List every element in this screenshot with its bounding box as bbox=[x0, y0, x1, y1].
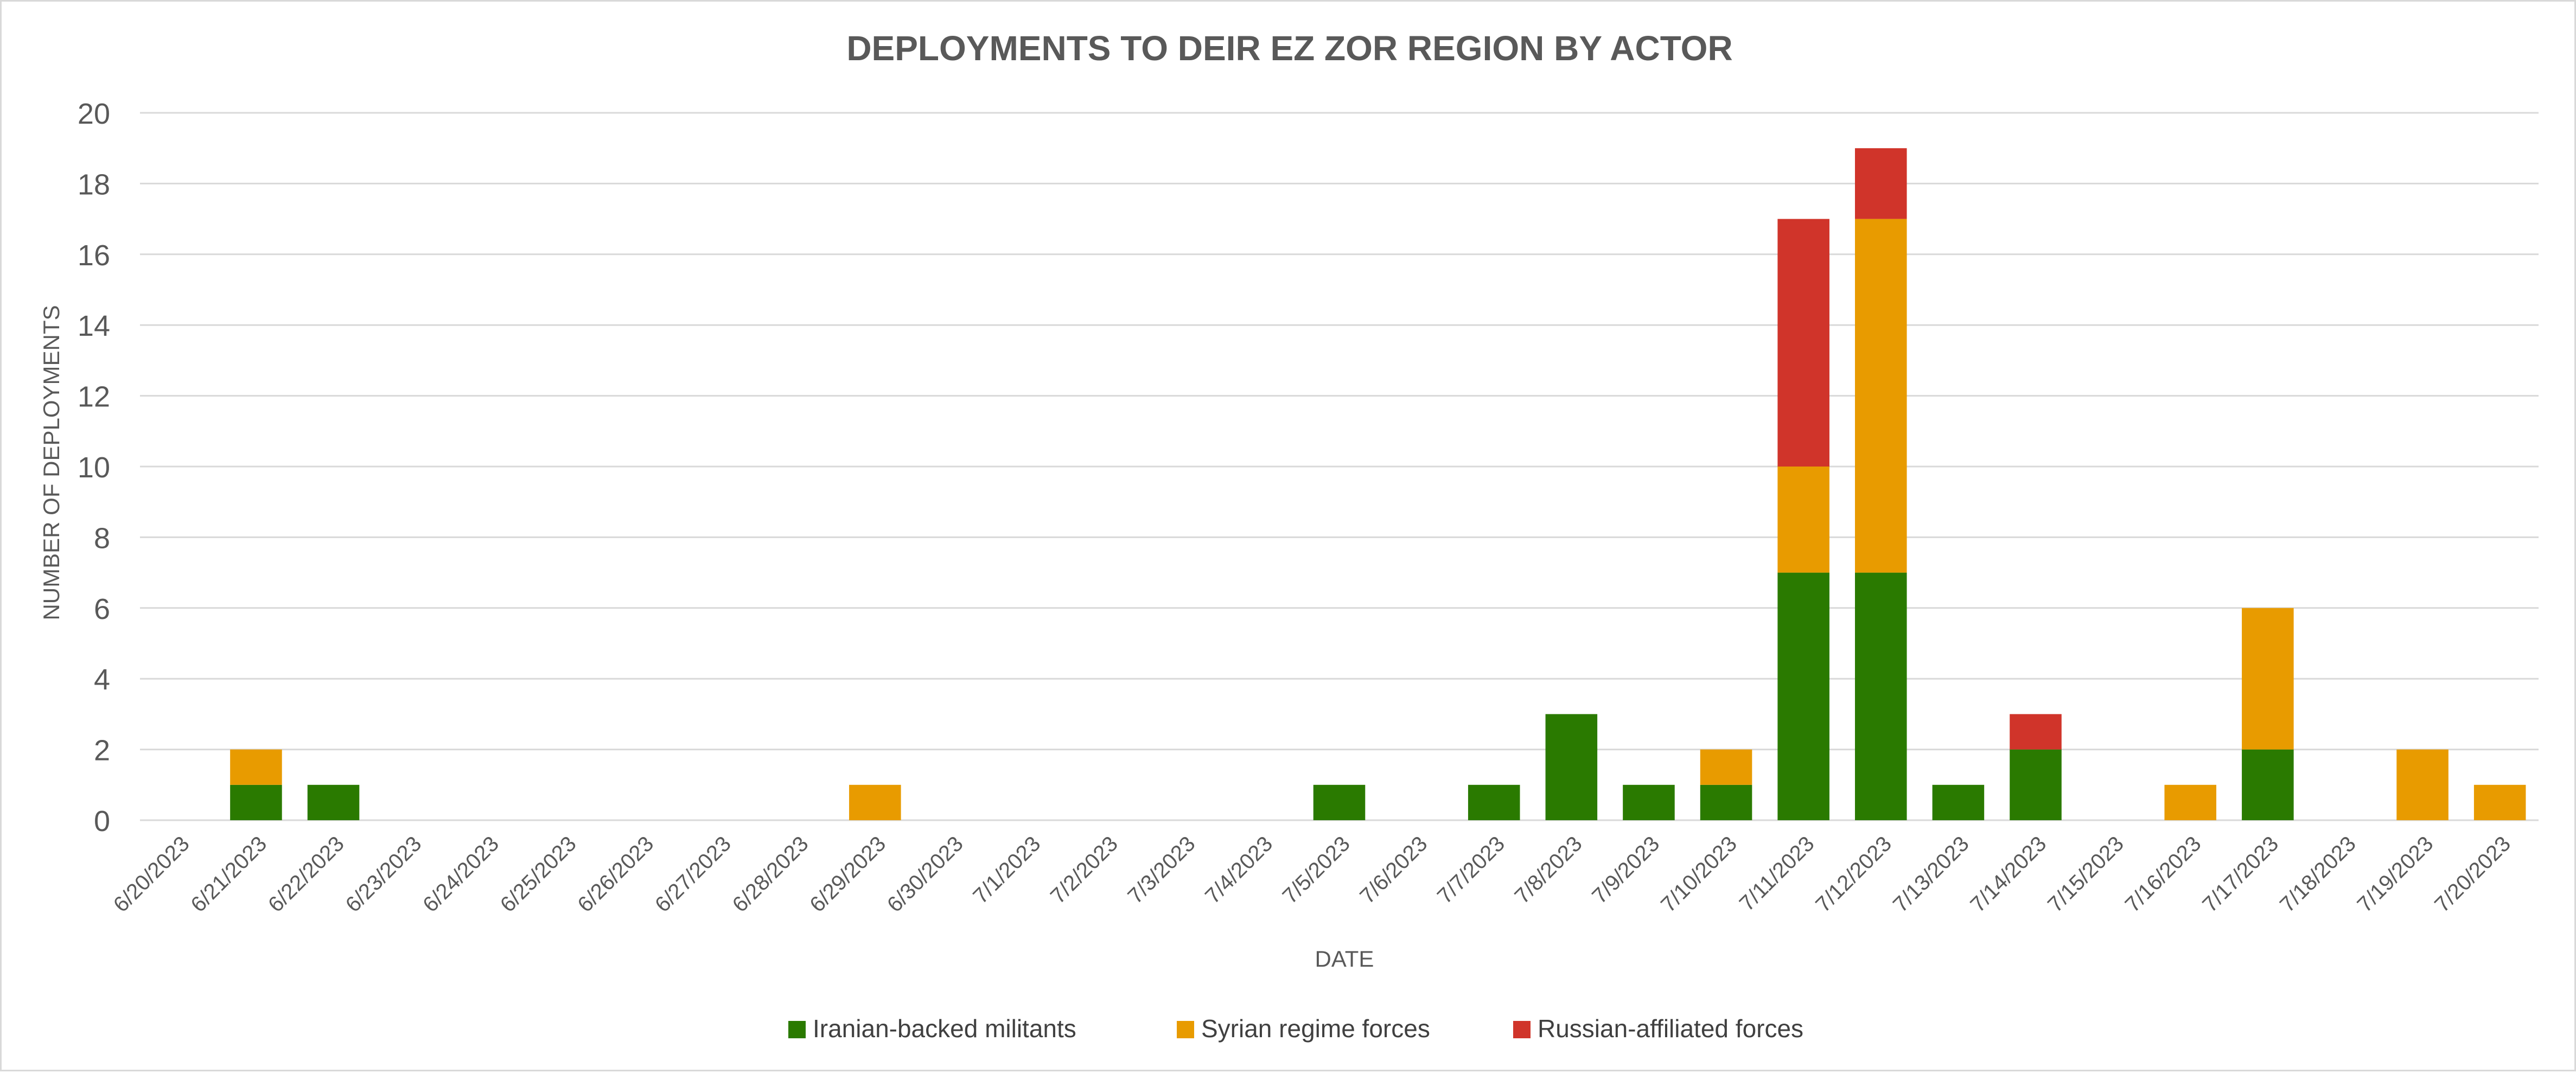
x-tick-label: 7/1/2023 bbox=[968, 832, 1045, 908]
legend-label: Russian-affiliated forces bbox=[1538, 1014, 1803, 1043]
y-axis-ticks: 0 2 4 6 8 10 12 14 16 18 20 bbox=[78, 98, 110, 838]
bar-segment-iranian-backed-militants bbox=[2242, 749, 2294, 820]
bar-segment-russian-affiliated-forces bbox=[2010, 714, 2062, 750]
x-axis-ticks: 6/20/20236/21/20236/22/20236/23/20236/24… bbox=[109, 832, 2515, 917]
y-tick-label: 12 bbox=[78, 381, 110, 413]
x-tick-label: 7/15/2023 bbox=[2043, 832, 2128, 917]
bar-segment-iranian-backed-militants bbox=[1777, 572, 1829, 820]
x-tick-label: 7/20/2023 bbox=[2430, 832, 2515, 917]
y-tick-label: 6 bbox=[94, 593, 110, 625]
bar-segment-syrian-regime-forces bbox=[849, 784, 901, 820]
x-tick-label: 7/5/2023 bbox=[1278, 832, 1355, 908]
x-tick-label: 7/14/2023 bbox=[1966, 832, 2051, 917]
bar-segment-syrian-regime-forces bbox=[2242, 608, 2294, 750]
y-tick-label: 16 bbox=[78, 239, 110, 272]
x-tick-label: 7/12/2023 bbox=[1811, 832, 1896, 917]
y-tick-label: 2 bbox=[94, 735, 110, 767]
bar-segment-iranian-backed-militants bbox=[1545, 714, 1598, 820]
x-tick-label: 6/22/2023 bbox=[264, 832, 349, 917]
x-tick-label: 7/2/2023 bbox=[1046, 832, 1123, 908]
gridlines bbox=[140, 112, 2539, 821]
bar-segment-iranian-backed-militants bbox=[1468, 784, 1520, 820]
y-tick-label: 0 bbox=[94, 805, 110, 838]
x-tick-label: 7/9/2023 bbox=[1587, 832, 1664, 908]
bars bbox=[230, 148, 2526, 820]
x-tick-label: 6/21/2023 bbox=[186, 832, 271, 917]
legend-swatch bbox=[1177, 1021, 1194, 1038]
bar-segment-iranian-backed-militants bbox=[2010, 749, 2062, 820]
bar-segment-iranian-backed-militants bbox=[1855, 572, 1907, 820]
bar-segment-iranian-backed-militants bbox=[1313, 784, 1366, 820]
bar-segment-syrian-regime-forces bbox=[1700, 749, 1752, 785]
bar-segment-iranian-backed-militants bbox=[307, 784, 360, 820]
x-tick-label: 6/26/2023 bbox=[573, 832, 658, 917]
y-axis-label: NUMBER OF DEPLOYMENTS bbox=[39, 305, 64, 620]
x-tick-label: 6/25/2023 bbox=[496, 832, 581, 917]
x-tick-label: 7/10/2023 bbox=[1656, 832, 1742, 917]
y-tick-label: 4 bbox=[94, 663, 110, 696]
bar-segment-russian-affiliated-forces bbox=[1855, 148, 1907, 219]
legend-label: Syrian regime forces bbox=[1201, 1014, 1430, 1043]
bar-segment-iranian-backed-militants bbox=[1932, 784, 1985, 820]
x-tick-label: 7/13/2023 bbox=[1889, 832, 1974, 917]
legend-swatch bbox=[788, 1021, 806, 1038]
bar-segment-syrian-regime-forces bbox=[2164, 784, 2217, 820]
bar-segment-iranian-backed-militants bbox=[1623, 784, 1675, 820]
bar-segment-syrian-regime-forces bbox=[2396, 749, 2449, 820]
bar-segment-syrian-regime-forces bbox=[1777, 467, 1829, 573]
x-tick-label: 6/28/2023 bbox=[728, 832, 813, 917]
bar-segment-syrian-regime-forces bbox=[1855, 219, 1907, 573]
x-tick-label: 7/6/2023 bbox=[1355, 832, 1432, 908]
y-tick-label: 18 bbox=[78, 168, 110, 201]
y-tick-label: 14 bbox=[78, 310, 110, 342]
x-tick-label: 6/27/2023 bbox=[651, 832, 736, 917]
x-tick-label: 6/20/2023 bbox=[109, 832, 194, 917]
legend-label: Iranian-backed militants bbox=[813, 1014, 1076, 1043]
bar-segment-russian-affiliated-forces bbox=[1777, 219, 1829, 467]
y-tick-label: 8 bbox=[94, 522, 110, 554]
chart-title: DEPLOYMENTS TO DEIR EZ ZOR REGION BY ACT… bbox=[846, 29, 1732, 68]
bar-segment-syrian-regime-forces bbox=[230, 749, 282, 785]
legend-swatch bbox=[1513, 1021, 1531, 1038]
x-tick-label: 6/29/2023 bbox=[805, 832, 890, 917]
x-tick-label: 7/18/2023 bbox=[2275, 832, 2361, 917]
x-tick-label: 7/16/2023 bbox=[2121, 832, 2206, 917]
x-tick-label: 6/23/2023 bbox=[341, 832, 426, 917]
x-tick-label: 7/11/2023 bbox=[1735, 832, 1819, 916]
x-tick-label: 7/19/2023 bbox=[2353, 832, 2438, 917]
bar-segment-syrian-regime-forces bbox=[2473, 784, 2526, 820]
x-tick-label: 7/7/2023 bbox=[1433, 832, 1509, 908]
x-tick-label: 7/3/2023 bbox=[1123, 832, 1200, 908]
x-tick-label: 7/4/2023 bbox=[1201, 832, 1277, 908]
x-tick-label: 7/17/2023 bbox=[2198, 832, 2283, 917]
y-tick-label: 20 bbox=[78, 98, 110, 130]
x-tick-label: 7/8/2023 bbox=[1510, 832, 1586, 908]
x-tick-label: 6/30/2023 bbox=[883, 832, 968, 917]
x-tick-label: 6/24/2023 bbox=[418, 832, 503, 917]
y-tick-label: 10 bbox=[78, 451, 110, 484]
bar-segment-iranian-backed-militants bbox=[230, 784, 282, 820]
x-axis-label: DATE bbox=[1315, 946, 1374, 972]
legend: Iranian-backed militants Syrian regime fo… bbox=[788, 1014, 1803, 1043]
bar-segment-iranian-backed-militants bbox=[1700, 784, 1752, 820]
